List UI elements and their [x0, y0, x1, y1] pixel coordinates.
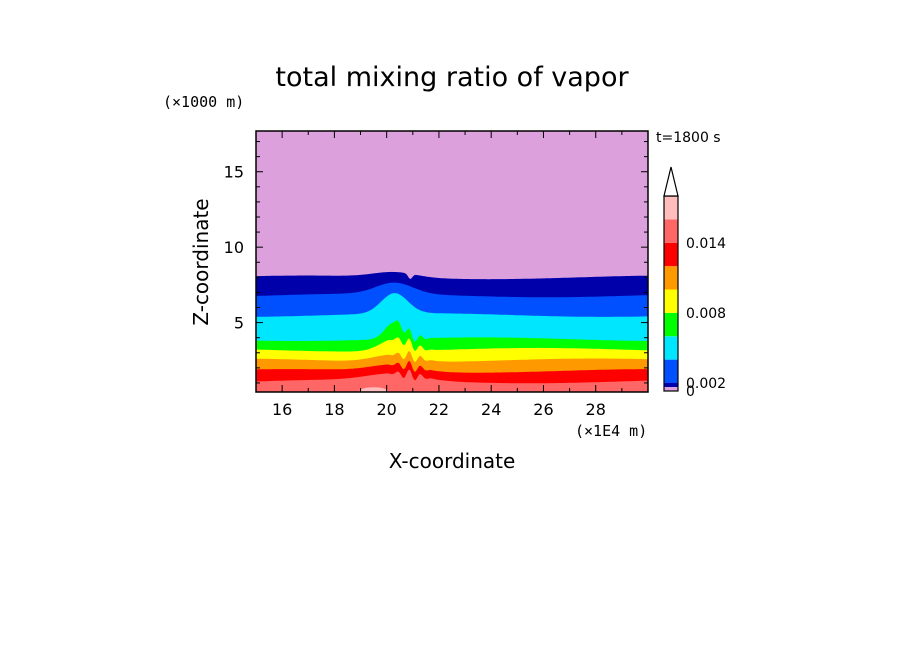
colorbar-segment [664, 387, 678, 391]
contour-bands [256, 271, 648, 392]
contour-band [359, 387, 388, 392]
x-tick-label: 24 [481, 400, 501, 419]
colorbar-segment [664, 312, 678, 337]
x-unit-label: (×1E4 m) [575, 422, 647, 440]
chart-title: total mixing ratio of vapor [275, 62, 629, 93]
y-unit-label: (×1000 m) [163, 93, 244, 111]
colorbar-segment [664, 289, 678, 313]
x-ticks: 16 18 20 22 24 26 28 [255, 131, 649, 419]
colorbar-label: 0 [686, 384, 695, 400]
time-label: t=1800 s [656, 130, 721, 146]
colorbar-segment [664, 383, 678, 387]
x-tick-label: 22 [429, 400, 449, 419]
x-tick-label: 28 [586, 400, 606, 419]
contour-band [256, 369, 648, 392]
x-axis-label: X-coordinate [389, 449, 516, 473]
colorbar: 00.002 0.008 0.014 [663, 166, 726, 400]
x-tick-label: 18 [324, 400, 344, 419]
colorbar-segment [664, 266, 678, 290]
colorbar-segment [664, 219, 678, 243]
plot-frame [255, 130, 649, 393]
x-tick-label: 16 [272, 400, 292, 419]
x-tick-label: 20 [376, 400, 396, 419]
y-tick-label: 15 [224, 163, 244, 182]
colorbar-segment [664, 196, 678, 220]
y-ticks: 5 10 15 [224, 141, 648, 384]
y-axis-label: Z-coordinate [189, 198, 213, 325]
colorbar-extend-arrow [663, 166, 679, 197]
colorbar-segment [664, 336, 678, 360]
x-tick-label: 26 [533, 400, 553, 419]
plot-area: 16 18 20 22 24 26 28 5 10 15 [224, 130, 649, 419]
y-tick-label: 10 [224, 238, 244, 257]
colorbar-label: 0.014 [686, 236, 726, 252]
colorbar-label: 0.008 [686, 306, 726, 322]
colorbar-label: 0.002 [686, 376, 726, 392]
colorbar-segment [664, 359, 678, 383]
colorbar-segment [664, 242, 678, 267]
y-tick-label: 5 [234, 314, 244, 333]
